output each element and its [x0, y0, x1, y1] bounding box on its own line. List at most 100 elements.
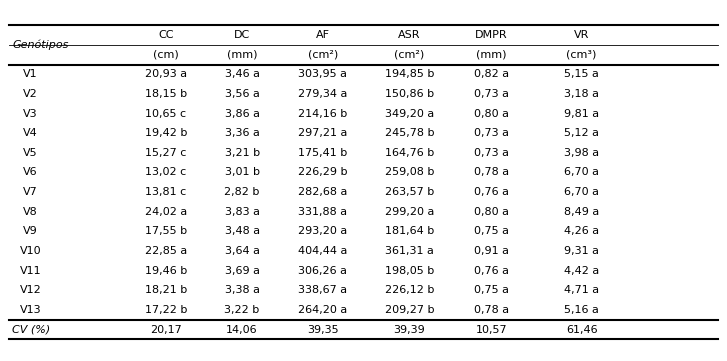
Text: ASR: ASR	[398, 30, 420, 40]
Text: 20,17: 20,17	[150, 325, 182, 335]
Text: 61,46: 61,46	[566, 325, 598, 335]
Text: 299,20 a: 299,20 a	[385, 207, 434, 217]
Text: 0,80 a: 0,80 a	[474, 207, 509, 217]
Text: 226,12 b: 226,12 b	[385, 285, 434, 295]
Text: 297,21 a: 297,21 a	[298, 128, 348, 138]
Text: 279,34 a: 279,34 a	[298, 89, 348, 99]
Text: 10,57: 10,57	[475, 325, 507, 335]
Text: V7: V7	[23, 187, 38, 197]
Text: 9,31 a: 9,31 a	[564, 246, 599, 256]
Text: V2: V2	[23, 89, 38, 99]
Text: 4,71 a: 4,71 a	[564, 285, 599, 295]
Text: 3,48 a: 3,48 a	[225, 226, 260, 236]
Text: 0,82 a: 0,82 a	[474, 69, 509, 79]
Text: 39,39: 39,39	[393, 325, 425, 335]
Text: VR: VR	[574, 30, 590, 40]
Text: 226,29 b: 226,29 b	[298, 168, 348, 178]
Text: DMPR: DMPR	[475, 30, 507, 40]
Text: CV (%): CV (%)	[12, 325, 51, 335]
Text: 3,56 a: 3,56 a	[225, 89, 260, 99]
Text: (cm²): (cm²)	[308, 50, 338, 60]
Text: 8,49 a: 8,49 a	[564, 207, 599, 217]
Text: V12: V12	[20, 285, 41, 295]
Text: 181,64 b: 181,64 b	[385, 226, 434, 236]
Text: DC: DC	[234, 30, 250, 40]
Text: V5: V5	[23, 148, 38, 158]
Text: 214,16 b: 214,16 b	[298, 109, 348, 119]
Text: 24,02 a: 24,02 a	[145, 207, 187, 217]
Text: 194,85 b: 194,85 b	[385, 69, 434, 79]
Text: 0,73 a: 0,73 a	[474, 148, 509, 158]
Text: 264,20 a: 264,20 a	[298, 305, 348, 315]
Text: 404,44 a: 404,44 a	[298, 246, 348, 256]
Text: V8: V8	[23, 207, 38, 217]
Text: 0,73 a: 0,73 a	[474, 89, 509, 99]
Text: 4,42 a: 4,42 a	[564, 266, 599, 276]
Text: 331,88 a: 331,88 a	[298, 207, 348, 217]
Text: 3,83 a: 3,83 a	[225, 207, 260, 217]
Text: 17,55 b: 17,55 b	[145, 226, 187, 236]
Text: 9,81 a: 9,81 a	[564, 109, 599, 119]
Text: (mm): (mm)	[476, 50, 507, 60]
Text: 3,86 a: 3,86 a	[225, 109, 260, 119]
Text: 13,81 c: 13,81 c	[145, 187, 186, 197]
Text: (cm²): (cm²)	[394, 50, 425, 60]
Text: 3,46 a: 3,46 a	[225, 69, 260, 79]
Text: V11: V11	[20, 266, 41, 276]
Text: 282,68 a: 282,68 a	[298, 187, 348, 197]
Text: 209,27 b: 209,27 b	[385, 305, 434, 315]
Text: 303,95 a: 303,95 a	[298, 69, 348, 79]
Text: 3,36 a: 3,36 a	[225, 128, 260, 138]
Text: 0,75 a: 0,75 a	[474, 226, 509, 236]
Text: 18,21 b: 18,21 b	[145, 285, 187, 295]
Text: (cm³): (cm³)	[566, 50, 597, 60]
Text: V10: V10	[20, 246, 41, 256]
Text: 0,78 a: 0,78 a	[474, 305, 509, 315]
Text: AF: AF	[316, 30, 330, 40]
Text: 175,41 b: 175,41 b	[298, 148, 348, 158]
Text: V9: V9	[23, 226, 38, 236]
Text: 5,15 a: 5,15 a	[564, 69, 599, 79]
Text: 3,64 a: 3,64 a	[225, 246, 260, 256]
Text: 14,06: 14,06	[226, 325, 258, 335]
Text: 3,22 b: 3,22 b	[225, 305, 260, 315]
Text: 338,67 a: 338,67 a	[298, 285, 348, 295]
Text: (mm): (mm)	[227, 50, 257, 60]
Text: 349,20 a: 349,20 a	[385, 109, 434, 119]
Text: 2,82 b: 2,82 b	[225, 187, 260, 197]
Text: 3,18 a: 3,18 a	[564, 89, 599, 99]
Text: 293,20 a: 293,20 a	[298, 226, 348, 236]
Text: 18,15 b: 18,15 b	[145, 89, 187, 99]
Text: 3,69 a: 3,69 a	[225, 266, 260, 276]
Text: 20,93 a: 20,93 a	[145, 69, 187, 79]
Text: 0,80 a: 0,80 a	[474, 109, 509, 119]
Text: 13,02 c: 13,02 c	[145, 168, 186, 178]
Text: 19,46 b: 19,46 b	[145, 266, 187, 276]
Text: 263,57 b: 263,57 b	[385, 187, 434, 197]
Text: 198,05 b: 198,05 b	[385, 266, 434, 276]
Text: 6,70 a: 6,70 a	[564, 168, 599, 178]
Text: 3,38 a: 3,38 a	[225, 285, 260, 295]
Text: Genótipos: Genótipos	[12, 40, 69, 50]
Text: 0,91 a: 0,91 a	[474, 246, 509, 256]
Text: 22,85 a: 22,85 a	[145, 246, 187, 256]
Text: 39,35: 39,35	[307, 325, 339, 335]
Text: 5,16 a: 5,16 a	[564, 305, 599, 315]
Text: 17,22 b: 17,22 b	[145, 305, 187, 315]
Text: 306,26 a: 306,26 a	[298, 266, 348, 276]
Text: V1: V1	[23, 69, 38, 79]
Text: 0,76 a: 0,76 a	[474, 187, 509, 197]
Text: 10,65 c: 10,65 c	[145, 109, 186, 119]
Text: 4,26 a: 4,26 a	[564, 226, 599, 236]
Text: CC: CC	[158, 30, 174, 40]
Text: 3,98 a: 3,98 a	[564, 148, 599, 158]
Text: V6: V6	[23, 168, 38, 178]
Text: 164,76 b: 164,76 b	[385, 148, 434, 158]
Text: 361,31 a: 361,31 a	[385, 246, 434, 256]
Text: 0,75 a: 0,75 a	[474, 285, 509, 295]
Text: 259,08 b: 259,08 b	[385, 168, 434, 178]
Text: 5,12 a: 5,12 a	[564, 128, 599, 138]
Text: 15,27 c: 15,27 c	[145, 148, 186, 158]
Text: 6,70 a: 6,70 a	[564, 187, 599, 197]
Text: V4: V4	[23, 128, 38, 138]
